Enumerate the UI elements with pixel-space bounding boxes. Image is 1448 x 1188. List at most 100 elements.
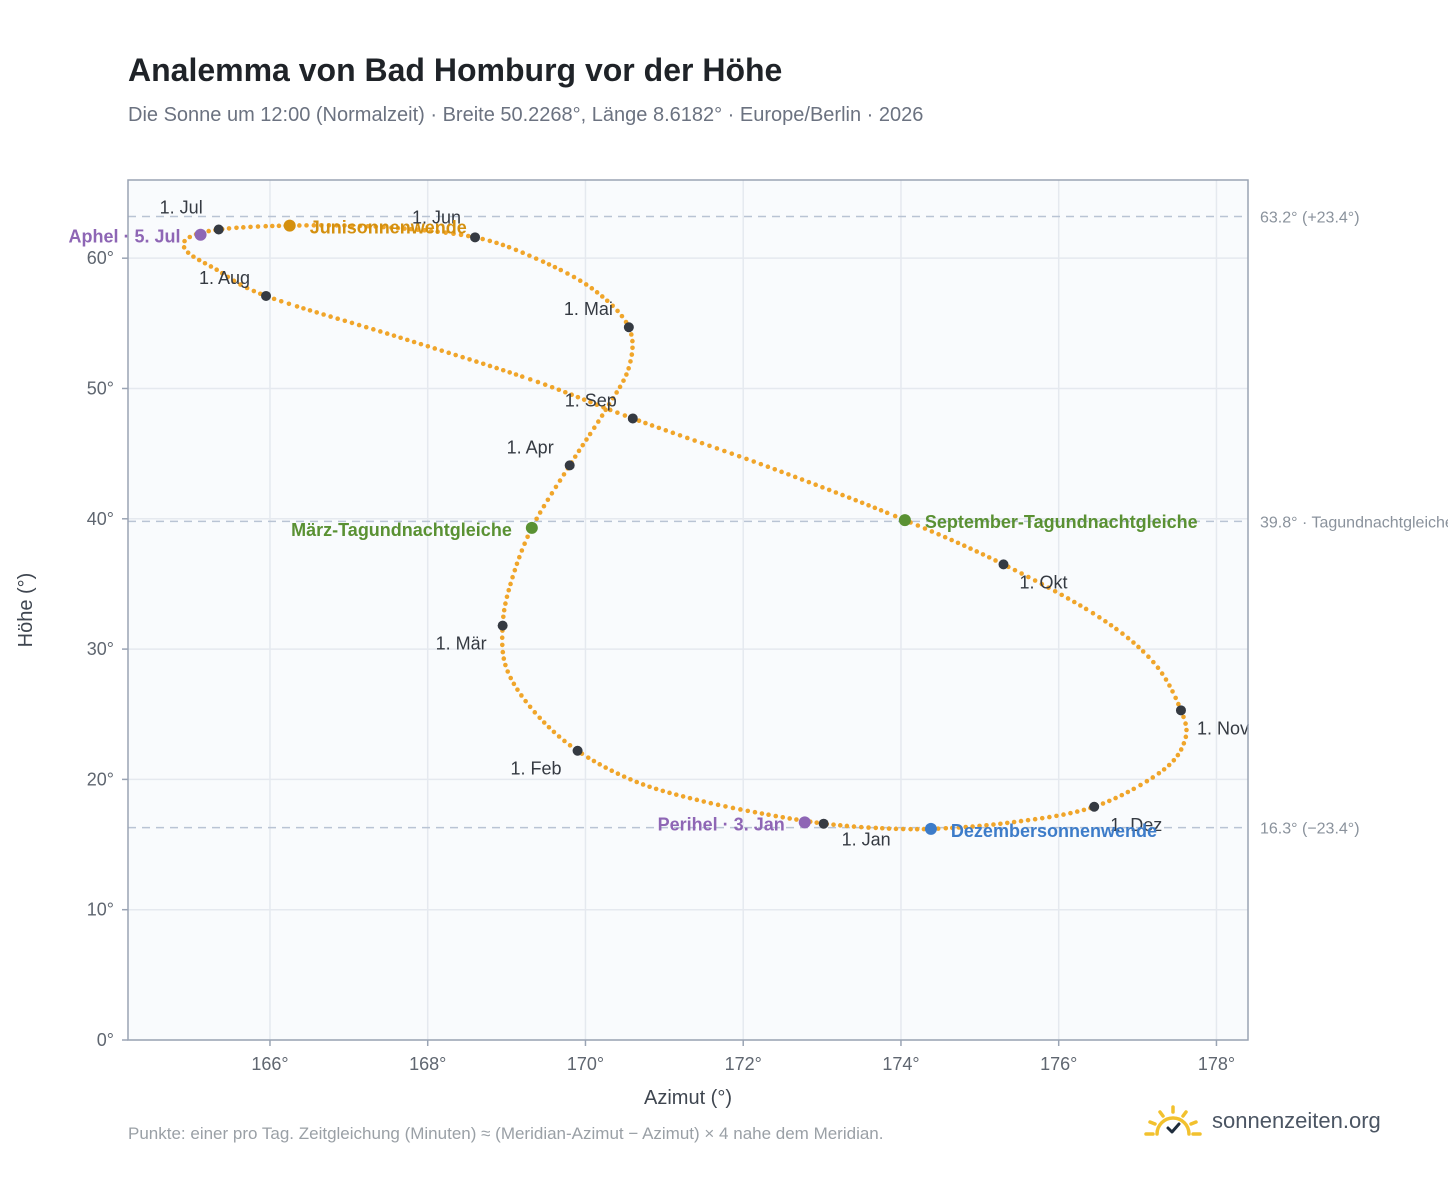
curve-dot <box>378 329 383 334</box>
curve-dot <box>519 374 525 379</box>
curve-dot <box>501 656 507 661</box>
curve-dot <box>1140 649 1146 654</box>
curve-dot <box>1138 782 1143 788</box>
curve-dot <box>580 442 586 448</box>
curve-dot <box>858 824 864 830</box>
curve-dot <box>872 505 878 511</box>
curve-dot <box>515 687 520 692</box>
curve-dot <box>311 223 317 228</box>
curve-dot <box>1144 778 1150 784</box>
curve-dot <box>577 278 583 283</box>
curve-dot <box>634 779 640 785</box>
curve-dot <box>961 543 967 549</box>
curve-dot <box>513 247 519 253</box>
curve-dot <box>541 720 547 725</box>
curve-dot <box>585 755 591 760</box>
curve-dot <box>826 487 832 493</box>
curve-dot <box>1146 654 1151 660</box>
curve-dot <box>533 256 539 261</box>
curve-dot <box>391 333 397 338</box>
curve-dot <box>276 223 282 229</box>
curve-dot <box>465 233 471 239</box>
curve-dot <box>1065 596 1071 601</box>
month-marker-label: 1. Mär <box>436 634 487 654</box>
curve-dot <box>1175 752 1181 758</box>
curve-dot <box>501 614 506 620</box>
curve-dot <box>587 431 593 437</box>
curve-dot <box>1039 815 1045 821</box>
plot-frame <box>127 179 1249 1041</box>
curve-dot <box>647 784 652 790</box>
curve-dot <box>766 812 771 818</box>
curve-dot <box>546 262 552 267</box>
curve-dot <box>736 453 742 459</box>
curve-dot <box>534 516 539 522</box>
month-marker-label: 1. Jan <box>842 830 891 850</box>
curve-dot <box>892 513 898 519</box>
curve-dot <box>792 474 798 480</box>
curve-dot <box>707 443 712 449</box>
curve-dot <box>968 546 973 551</box>
curve-dot <box>677 433 683 438</box>
curve-dot <box>581 397 587 402</box>
curve-dot <box>241 225 246 230</box>
curve-dot <box>501 607 507 613</box>
curve-dot <box>545 497 551 503</box>
curve-dot <box>357 223 363 229</box>
curve-dot <box>1061 812 1066 817</box>
curve-dot <box>511 681 517 687</box>
curve-dot <box>879 825 885 831</box>
curve-dot <box>565 271 570 276</box>
curve-dot <box>840 492 845 498</box>
curve-dot <box>371 327 376 332</box>
curve-dot <box>251 288 257 294</box>
curve-dot <box>1019 571 1024 576</box>
curve-dot <box>908 826 913 832</box>
curve-dot <box>500 649 506 655</box>
curve-dot <box>402 226 407 231</box>
curve-dot <box>238 282 243 287</box>
reference-line-label: 39.8° · Tagundnachtgleiche <box>1260 514 1448 531</box>
curve-dot <box>1150 775 1156 780</box>
curve-dot <box>589 286 595 291</box>
curve-dot <box>596 419 601 424</box>
brand-logo[interactable]: sonnenzeiten.org <box>1144 1104 1381 1138</box>
event-marker <box>283 219 296 232</box>
curve-dot <box>583 282 589 287</box>
curve-dot <box>604 298 610 304</box>
curve-dot <box>499 635 505 641</box>
curve-dot <box>373 224 379 229</box>
curve-dot <box>1131 786 1137 792</box>
y-tick-label: 10° <box>87 900 114 920</box>
curve-dot <box>893 826 899 832</box>
curve-dot <box>630 338 635 344</box>
curve-dot <box>806 479 812 485</box>
x-tick-label: 172° <box>725 1054 762 1074</box>
curve-dot <box>1151 659 1156 665</box>
curve-dot <box>601 404 606 410</box>
reference-line-label: 63.2° (+23.4°) <box>1260 209 1360 226</box>
curve-dot <box>607 407 613 413</box>
month-marker <box>470 232 481 243</box>
curve-dot <box>1156 770 1162 776</box>
curve-dot <box>467 357 472 362</box>
curve-dot <box>1025 817 1031 823</box>
curve-dot <box>649 423 655 428</box>
curve-dot <box>576 448 582 454</box>
curve-dot <box>553 484 559 490</box>
curve-dot <box>1004 820 1010 826</box>
curve-dot <box>537 715 542 721</box>
curve-dot <box>527 377 533 382</box>
curve-dot <box>922 526 928 531</box>
curve-dot <box>629 352 635 357</box>
curve-dot <box>813 482 818 488</box>
curve-dot <box>349 320 355 326</box>
event-marker <box>194 228 207 241</box>
curve-dot <box>225 274 231 280</box>
x-tick-label: 174° <box>882 1054 919 1074</box>
footnote: Punkte: einer pro Tag. Zeitgleichung (Mi… <box>128 1124 884 1143</box>
curve-dot <box>628 777 633 782</box>
curve-dot <box>503 662 508 668</box>
curve-dot <box>1167 683 1172 688</box>
event-label: September-Tagundnachtgleiche <box>925 512 1198 532</box>
